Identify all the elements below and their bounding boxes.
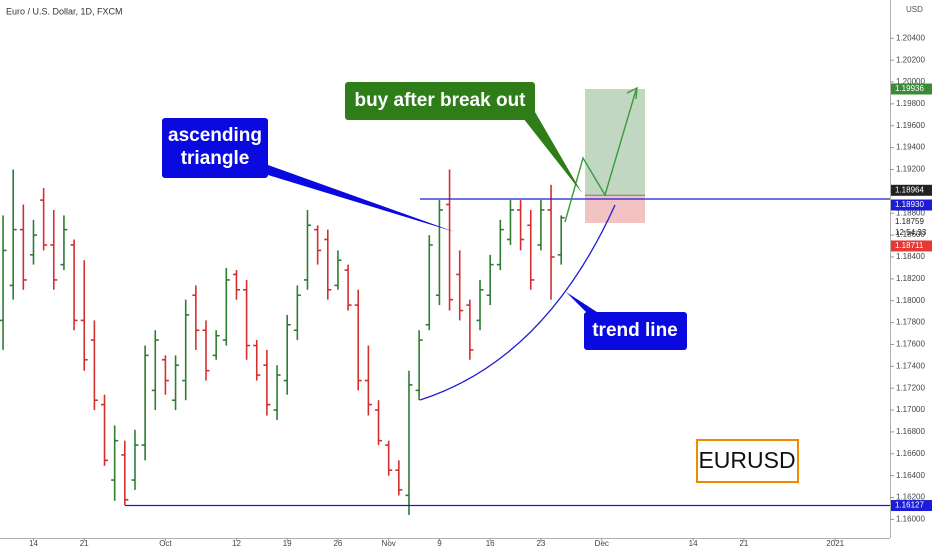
buy-text: buy after break out xyxy=(354,90,526,111)
last-price-box xyxy=(891,216,932,228)
projection-arrowhead xyxy=(626,86,638,100)
y-tick-label: 1.19600 xyxy=(896,121,925,130)
trend-pointer xyxy=(566,292,600,314)
chart-title: Euro / U.S. Dollar, 1D, FXCM xyxy=(6,6,123,16)
x-tick-label: 2021 xyxy=(826,539,844,548)
y-tick-label: 1.16600 xyxy=(896,449,925,458)
y-tick-label: 1.19200 xyxy=(896,165,925,174)
support-price: 1.16127 xyxy=(895,501,924,510)
x-tick-label: 12 xyxy=(232,539,241,548)
x-tick-label: 23 xyxy=(536,539,545,548)
pattern-text: triangle xyxy=(181,148,250,169)
x-tick-label: 19 xyxy=(283,539,292,548)
currency-label: USD xyxy=(906,5,923,14)
y-tick-label: 1.16800 xyxy=(896,427,925,436)
y-tick-label: 1.20400 xyxy=(896,33,925,42)
x-tick-label: Nov xyxy=(382,539,396,548)
pattern-callout xyxy=(162,118,268,178)
resistance-price: 1.18930 xyxy=(895,200,924,209)
y-tick-label: 1.18400 xyxy=(896,252,925,261)
y-tick-label: 1.16200 xyxy=(896,493,925,502)
buy-callout xyxy=(345,82,535,120)
y-tick-label: 1.19400 xyxy=(896,143,925,152)
y-tick-label: 1.17800 xyxy=(896,318,925,327)
y-tick-label: 1.16000 xyxy=(896,515,925,524)
x-tick-label: 26 xyxy=(333,539,342,548)
pattern-pointer xyxy=(268,165,455,232)
y-tick-label: 1.16400 xyxy=(896,471,925,480)
pattern-text: ascending xyxy=(168,125,262,146)
stop-price-box xyxy=(891,240,932,252)
overlay: ascending triangle buy after break out t… xyxy=(162,82,799,483)
y-tick-label: 1.18600 xyxy=(896,230,925,239)
entry-price-box xyxy=(891,184,932,196)
countdown: 12:54:33 xyxy=(895,228,927,237)
y-tick-label: 1.20000 xyxy=(896,77,925,86)
symbol-text: EURUSD xyxy=(698,447,795,473)
x-tick-label: 14 xyxy=(689,539,698,548)
y-tick-label: 1.20200 xyxy=(896,55,925,64)
y-tick-label: 1.18800 xyxy=(896,208,925,217)
target-zone xyxy=(585,89,645,196)
y-tick-label: 1.17400 xyxy=(896,361,925,370)
y-tick-label: 1.18000 xyxy=(896,296,925,305)
x-tick-label: 21 xyxy=(80,539,89,548)
y-tick-label: 1.17000 xyxy=(896,405,925,414)
x-tick-label: 16 xyxy=(486,539,495,548)
buy-pointer xyxy=(523,112,582,193)
x-tick-label: Oct xyxy=(159,539,172,548)
x-tick-label: 21 xyxy=(739,539,748,548)
plot: 1.16000 1.16200 1.16400 1.16600 1.16800 1.170… xyxy=(0,33,932,548)
trend-text: trend line xyxy=(592,320,678,341)
stop-zone xyxy=(585,195,645,223)
x-tick-label: Dec xyxy=(595,539,609,548)
y-tick-label: 1.18200 xyxy=(896,274,925,283)
trend-curve xyxy=(419,204,616,401)
x-tick-label: 9 xyxy=(437,539,442,548)
resistance-price-box xyxy=(891,199,932,211)
target-price: 1.19936 xyxy=(895,84,924,93)
target-price-box xyxy=(891,83,932,95)
stop-price: 1.18711 xyxy=(895,241,924,250)
trend-callout xyxy=(584,312,687,350)
y-tick-label: 1.17200 xyxy=(896,383,925,392)
y-tick-label: 1.19800 xyxy=(896,99,925,108)
symbol-box xyxy=(696,439,799,483)
y-tick-label: 1.17600 xyxy=(896,340,925,349)
x-tick-label: 14 xyxy=(29,539,38,548)
entry-price: 1.18964 xyxy=(895,185,924,194)
projection-path xyxy=(564,89,637,223)
support-price-box xyxy=(891,500,932,512)
last-price: 1.18759 xyxy=(895,217,924,226)
